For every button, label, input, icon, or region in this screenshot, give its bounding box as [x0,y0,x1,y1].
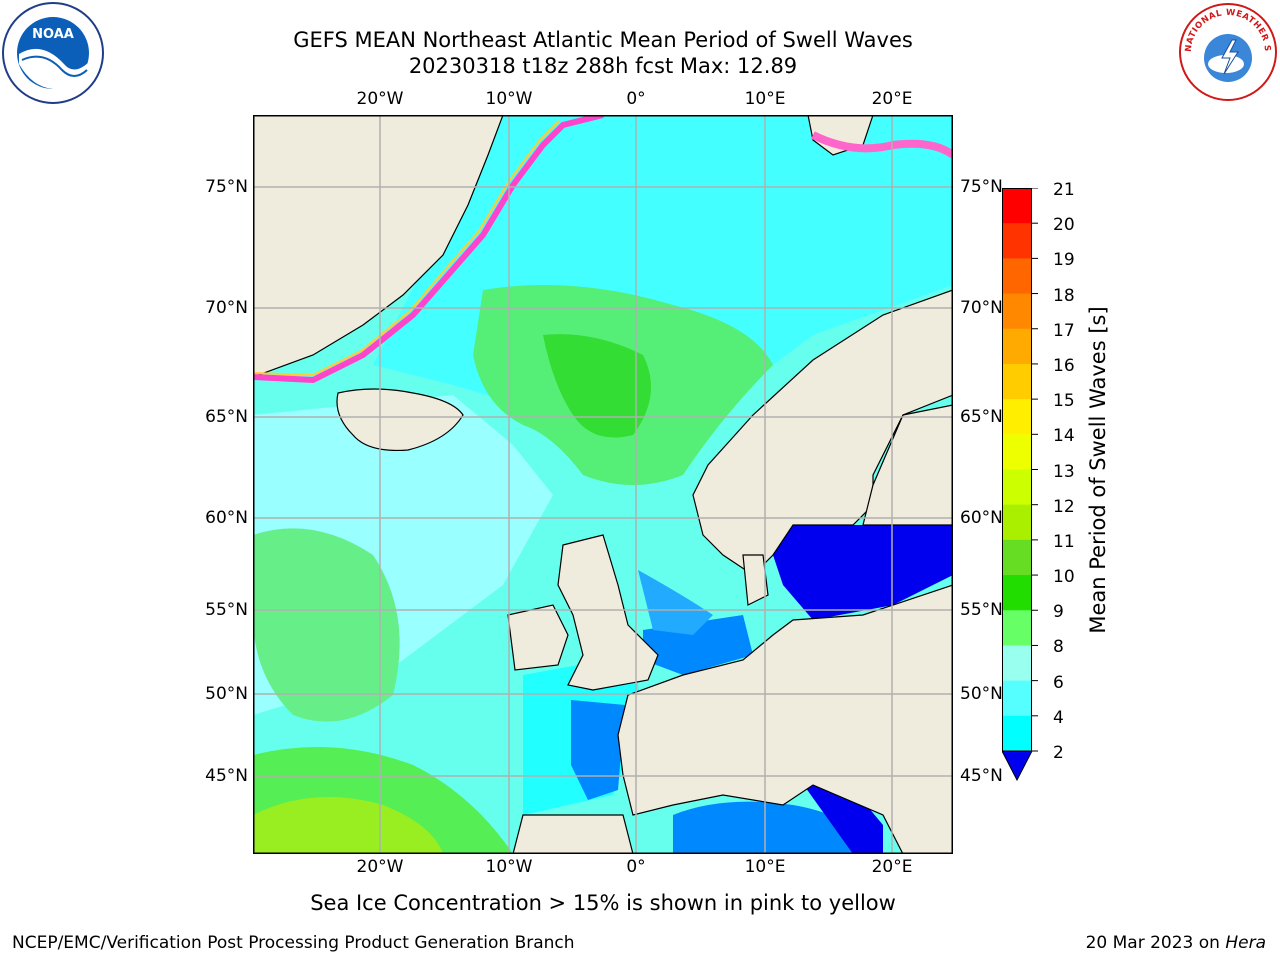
lon-label-bottom-0: 0° [626,857,646,877]
field-dark-blue-adriatic [793,765,883,854]
lat-label-left-55n: 55°N [205,600,248,620]
colorbar-tick-label: 13 [1053,461,1075,482]
colorbar-segment [1002,504,1032,541]
colorbar-extend-arrow [1002,750,1033,782]
sea-ice-svalbard [811,131,953,159]
lat-label-right-60n: 60°N [960,508,1003,528]
lon-label-bottom-10w: 10°W [485,857,533,877]
lon-label-top-20e: 20°E [871,89,913,109]
lat-label-right-50n: 50°N [960,684,1003,704]
sea-ice-edge [253,115,604,384]
colorbar-tick-marks [1032,188,1038,752]
lat-label-right-55n: 55°N [960,600,1003,620]
colorbar-segments [1002,188,1032,752]
footer-date: 20 Mar 2023 on Hera [1086,933,1266,953]
colorbar-segment [1002,188,1032,224]
lat-label-right-75n: 75°N [960,177,1003,197]
lat-label-right-70n: 70°N [960,298,1003,318]
field-green-sw [253,528,400,722]
colorbar-segment [1002,539,1032,576]
lon-label-bottom-10e: 10°E [744,857,786,877]
chart-title: GEFS MEAN Northeast Atlantic Mean Period… [293,28,913,52]
noaa-logo-text: NOAA [32,27,74,42]
map-panel [253,115,953,854]
colorbar-segment [1002,363,1032,400]
colorbar-tick-label: 9 [1053,602,1064,623]
lat-label-left-70n: 70°N [205,298,248,318]
colorbar [1002,188,1038,782]
colorbar-tick-label: 14 [1053,426,1075,447]
colorbar-segment [1002,328,1032,365]
colorbar-segment [1002,434,1032,470]
colorbar-segment [1002,645,1032,682]
land-iberia [512,814,634,854]
lat-label-left-45n: 45°N [205,766,248,786]
graticule [253,115,953,854]
lat-label-left-65n: 65°N [205,407,248,427]
lon-label-top-0: 0° [626,89,646,109]
field-blue-north-sea [638,570,713,635]
lon-label-top-10w: 10°W [485,89,533,109]
sea-ice-note: Sea Ice Concentration > 15% is shown in … [310,891,896,915]
colorbar-segment [1002,715,1032,752]
colorbar-segment [1002,293,1032,330]
field-dark-blue-baltic [763,525,953,620]
colorbar-segment [1002,399,1032,435]
lat-label-right-45n: 45°N [960,766,1003,786]
lon-label-top-20w: 20°W [356,89,404,109]
footer-date-text: 20 Mar 2023 on [1085,933,1220,953]
colorbar-segment [1002,610,1032,646]
colorbar-segment [1002,680,1032,717]
colorbar-tick-label: 4 [1053,707,1064,728]
colorbar-tick-label: 16 [1053,355,1075,376]
lat-label-left-50n: 50°N [205,684,248,704]
land-ireland [507,604,569,671]
lon-label-bottom-20w: 20°W [356,857,404,877]
land-iceland [336,388,464,452]
colorbar-tick-label: 6 [1053,672,1064,693]
lon-label-top-10e: 10°E [744,89,786,109]
colorbar-tick-label: 21 [1053,180,1075,200]
colorbar-tick-label: 18 [1053,285,1075,306]
lat-label-right-65n: 65°N [960,407,1003,427]
field-green-core [543,334,651,438]
colorbar-tick-label: 11 [1053,531,1075,552]
colorbar-label: Mean Period of Swell Waves [s] [1086,306,1110,634]
land-finland [862,404,953,526]
colorbar-tick-label: 20 [1053,215,1075,236]
colorbar-segment [1002,469,1032,506]
colorbar-segment [1002,258,1032,295]
land-masses [253,115,953,854]
colorbar-segment [1002,223,1032,259]
colorbar-tick-label: 15 [1053,391,1075,412]
land-greenland [253,115,504,378]
nws-logo: NATIONAL WEATHER SERVICE [1178,2,1277,101]
colorbar-tick-label: 2 [1053,743,1064,763]
colorbar-tick-label: 8 [1053,637,1064,658]
field-blue-biscay [571,700,625,800]
swell-field [253,115,953,854]
lat-label-left-60n: 60°N [205,508,248,528]
footer-credit: NCEP/EMC/Verification Post Processing Pr… [12,933,575,953]
colorbar-tick-label: 17 [1053,320,1075,341]
colorbar-segment [1002,575,1032,611]
field-blue-med [673,801,883,854]
sea-ice-edge-inner [253,120,560,377]
lat-label-left-75n: 75°N [205,177,248,197]
colorbar-tick-label: 12 [1053,496,1075,517]
lon-label-bottom-20e: 20°E [871,857,913,877]
land-europe [617,584,953,854]
colorbar-tick-label: 10 [1053,567,1075,588]
land-denmark [742,554,769,606]
noaa-logo: NOAA [2,2,104,104]
chart-subtitle: 20230318 t18z 288h fcst Max: 12.89 [408,54,798,78]
footer-host: Hera [1225,933,1266,953]
colorbar-tick-label: 19 [1053,250,1075,271]
field-yellowgreen [253,797,443,854]
